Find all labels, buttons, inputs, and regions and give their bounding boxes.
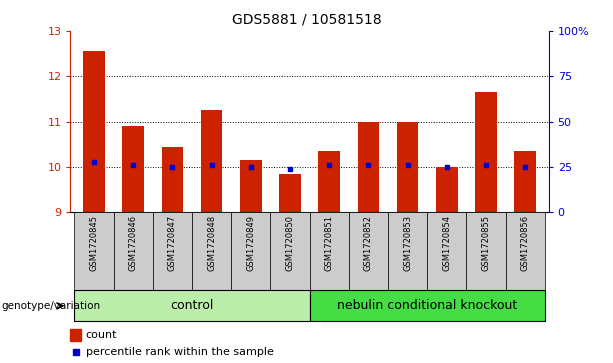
Bar <box>427 212 466 290</box>
Bar <box>397 122 418 212</box>
Bar <box>162 147 183 212</box>
Bar <box>357 122 379 212</box>
Text: GDS5881 / 10581518: GDS5881 / 10581518 <box>232 13 381 27</box>
Bar <box>318 151 340 212</box>
Text: GSM1720852: GSM1720852 <box>364 215 373 271</box>
Text: GSM1720854: GSM1720854 <box>442 215 451 271</box>
Bar <box>83 51 105 212</box>
Text: nebulin conditional knockout: nebulin conditional knockout <box>337 299 517 312</box>
Text: GSM1720849: GSM1720849 <box>246 215 255 271</box>
Bar <box>466 212 506 290</box>
Text: GSM1720851: GSM1720851 <box>325 215 333 271</box>
Bar <box>506 212 545 290</box>
Bar <box>153 212 192 290</box>
Text: GSM1720853: GSM1720853 <box>403 215 412 271</box>
Bar <box>70 329 81 341</box>
Bar <box>240 160 262 212</box>
Bar <box>113 212 153 290</box>
Text: GSM1720846: GSM1720846 <box>129 215 138 271</box>
Bar <box>279 174 301 212</box>
Text: GSM1720845: GSM1720845 <box>89 215 99 271</box>
Bar <box>310 212 349 290</box>
Bar <box>270 212 310 290</box>
Text: GSM1720850: GSM1720850 <box>286 215 294 271</box>
Bar <box>436 167 457 212</box>
Text: genotype/variation: genotype/variation <box>1 301 101 311</box>
Text: count: count <box>86 330 117 340</box>
Bar <box>201 110 223 212</box>
Text: GSM1720848: GSM1720848 <box>207 215 216 271</box>
Bar <box>475 92 497 212</box>
Text: GSM1720855: GSM1720855 <box>481 215 490 271</box>
Bar <box>388 212 427 290</box>
Bar <box>349 212 388 290</box>
Bar <box>74 212 113 290</box>
Bar <box>192 212 231 290</box>
Bar <box>310 290 545 321</box>
Text: GSM1720847: GSM1720847 <box>168 215 177 271</box>
Bar <box>123 126 144 212</box>
Text: percentile rank within the sample: percentile rank within the sample <box>86 347 273 357</box>
Text: control: control <box>170 299 214 312</box>
Text: GSM1720856: GSM1720856 <box>520 215 530 271</box>
Bar <box>514 151 536 212</box>
Bar <box>74 290 310 321</box>
Bar <box>231 212 270 290</box>
